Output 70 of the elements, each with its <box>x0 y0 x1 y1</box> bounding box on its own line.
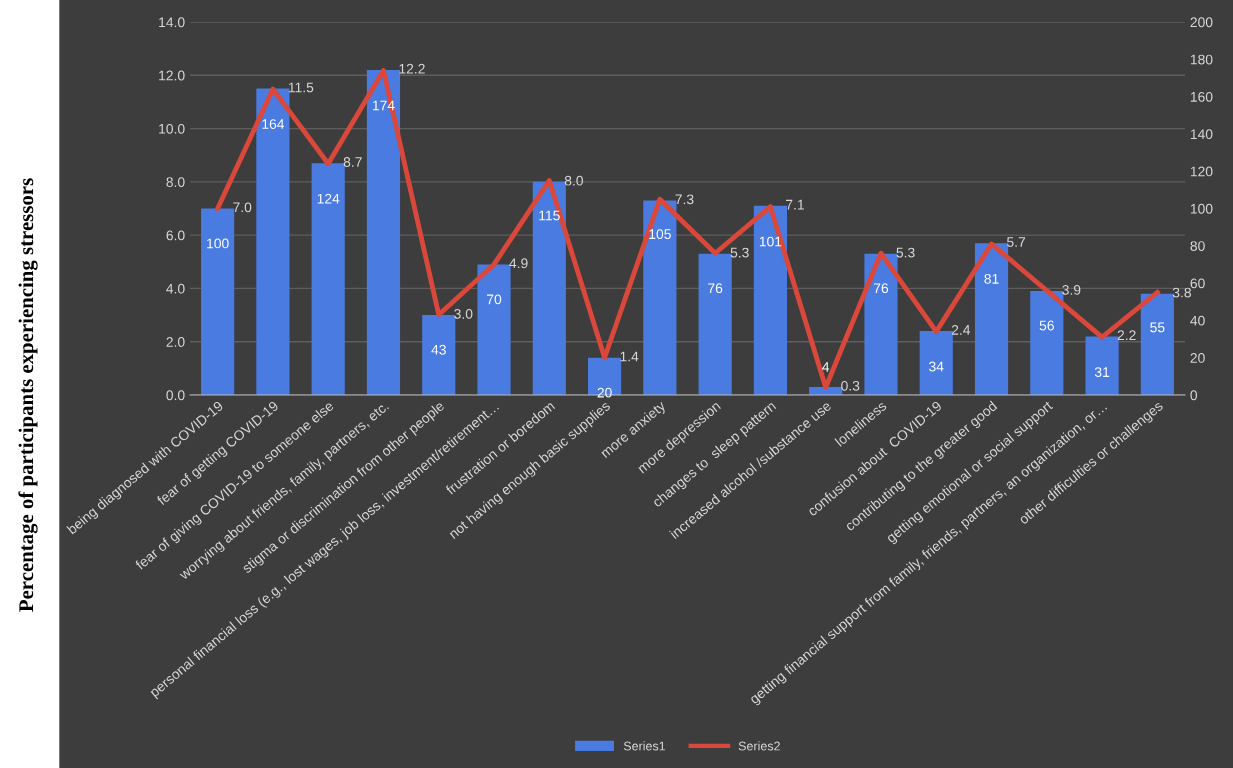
data-label: 11.5 <box>288 82 314 93</box>
data-label: 12.2 <box>399 63 425 74</box>
bar <box>1085 336 1119 395</box>
bar <box>698 253 732 395</box>
legend-label: Series2 <box>738 741 780 751</box>
y-axis-title: Percentage of participants experiencing stressors <box>18 178 38 612</box>
data-label: 3.9 <box>1062 284 1081 295</box>
bar <box>1030 291 1064 395</box>
data-label: 5.3 <box>730 247 749 258</box>
y-tick-label: 0.0 <box>166 390 185 401</box>
data-label: 2.4 <box>951 324 971 335</box>
y2-tick-label: 100 <box>1190 203 1213 214</box>
data-label: 124 <box>317 193 340 204</box>
bar <box>477 264 511 395</box>
data-label: 8.7 <box>343 157 362 167</box>
y-tick-label: 6.0 <box>166 230 185 241</box>
data-label: 3.0 <box>454 308 473 319</box>
bar <box>919 331 953 395</box>
y-tick-label: 12.0 <box>159 70 185 81</box>
data-label: 7.3 <box>675 194 694 205</box>
y2-tick-label: 20 <box>1190 353 1205 363</box>
data-label: 70 <box>487 294 502 305</box>
data-label: 76 <box>873 283 889 294</box>
data-label: 8.0 <box>564 175 583 186</box>
data-label: 55 <box>1150 322 1165 333</box>
bar <box>422 315 456 395</box>
data-label: 5.3 <box>896 247 915 258</box>
y-tick-label: 4.0 <box>166 283 185 294</box>
data-label: 31 <box>1094 367 1110 378</box>
bar <box>1140 293 1174 395</box>
y2-tick-label: 180 <box>1190 54 1213 65</box>
data-label: 7.1 <box>786 199 804 210</box>
data-label: 43 <box>431 344 446 355</box>
y2-tick-label: 160 <box>1190 91 1213 102</box>
bar <box>753 205 787 395</box>
data-label: 81 <box>984 273 999 284</box>
data-label: 1.4 <box>620 351 639 362</box>
bar <box>256 88 290 395</box>
y2-tick-label: 200 <box>1190 17 1213 28</box>
bar <box>643 200 677 395</box>
data-label: 4.9 <box>509 258 528 269</box>
bar <box>366 69 401 395</box>
bar <box>974 243 1009 395</box>
y2-tick-label: 120 <box>1190 166 1213 177</box>
data-label: 5.7 <box>1007 237 1026 247</box>
data-label: 76 <box>708 283 723 294</box>
data-label: 105 <box>649 229 671 240</box>
data-label: 0.3 <box>841 380 860 391</box>
y2-tick-label: 60 <box>1190 278 1205 289</box>
y-tick-label: 10.0 <box>159 123 185 134</box>
data-label: 34 <box>929 361 944 372</box>
y2-tick-label: 140 <box>1190 129 1213 140</box>
y-tick-label: 2.0 <box>166 337 185 347</box>
bar <box>864 253 898 395</box>
y-tick-label: 8.0 <box>166 177 185 188</box>
data-label: 2.2 <box>1117 330 1136 340</box>
y2-tick-label: 0 <box>1190 390 1198 401</box>
y2-tick-label: 40 <box>1190 315 1205 326</box>
data-label: 4 <box>822 362 830 372</box>
bar <box>532 181 566 395</box>
legend-label: Series1 <box>623 741 666 751</box>
data-label: 3.8 <box>1172 287 1191 298</box>
data-label: 164 <box>262 119 285 129</box>
bar <box>201 208 235 395</box>
data-label: 56 <box>1039 320 1054 331</box>
bar <box>311 163 345 395</box>
y-tick-label: 14.0 <box>159 17 185 28</box>
y2-tick-label: 80 <box>1190 241 1205 251</box>
data-label: 7.0 <box>233 202 252 213</box>
data-label: 100 <box>207 238 229 249</box>
